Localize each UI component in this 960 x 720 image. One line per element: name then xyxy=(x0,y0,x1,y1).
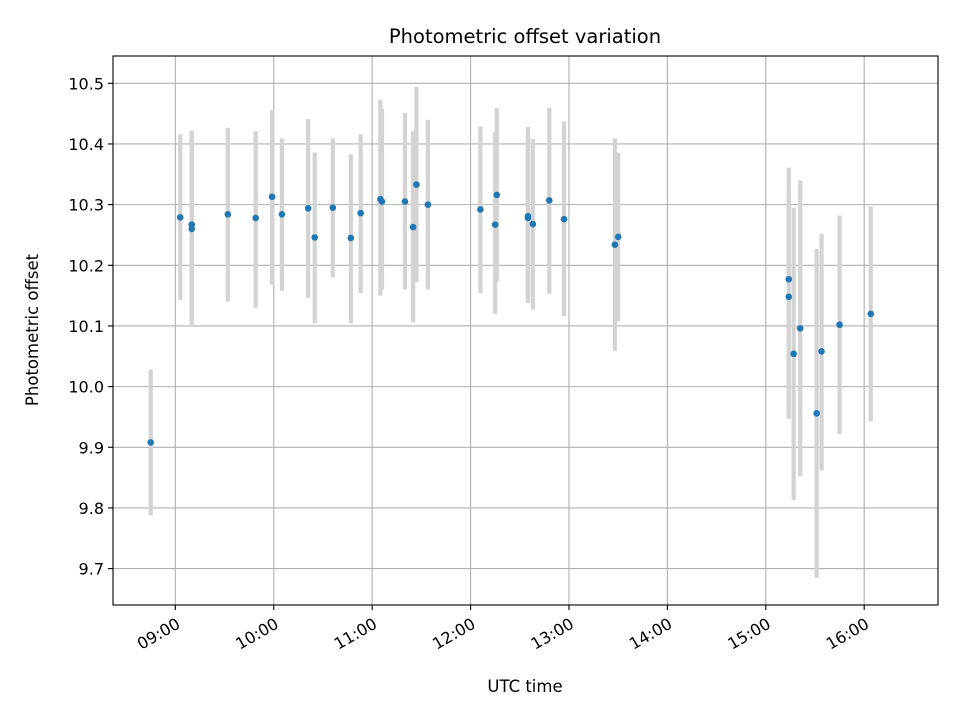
data-point xyxy=(329,204,337,211)
data-point xyxy=(790,350,797,358)
data-point xyxy=(491,221,499,228)
data-point xyxy=(252,214,259,222)
x-tick-label: 12:00 xyxy=(429,614,478,654)
data-point xyxy=(785,293,793,301)
data-points xyxy=(147,181,875,446)
data-point xyxy=(545,197,553,204)
data-point xyxy=(813,410,820,417)
data-point xyxy=(378,198,386,205)
y-axis-label: Photometric offset xyxy=(23,253,42,406)
data-point xyxy=(176,214,184,221)
data-point xyxy=(785,275,793,283)
x-tick-label: 16:00 xyxy=(823,614,872,654)
data-point xyxy=(147,439,155,446)
data-point xyxy=(311,234,319,241)
error-bars xyxy=(148,86,873,578)
data-point xyxy=(477,206,484,213)
data-point xyxy=(268,193,276,201)
y-tick-label: 9.7 xyxy=(79,560,104,579)
data-point xyxy=(409,223,417,231)
data-point xyxy=(560,215,568,223)
data-point xyxy=(401,198,409,205)
y-tick-label: 10.5 xyxy=(68,74,104,93)
grid xyxy=(113,56,938,605)
data-point xyxy=(424,201,432,208)
data-point xyxy=(188,225,196,233)
y-tick-label: 10.3 xyxy=(68,196,104,215)
x-tick-label: 14:00 xyxy=(626,614,675,654)
y-tick-label: 9.9 xyxy=(79,438,104,457)
data-point xyxy=(836,321,843,329)
data-point xyxy=(614,233,622,241)
data-point xyxy=(796,325,804,332)
data-point xyxy=(818,348,825,355)
x-axis-label: UTC time xyxy=(487,677,562,696)
data-point xyxy=(304,204,312,212)
data-point xyxy=(357,209,364,217)
y-tick-label: 10.0 xyxy=(68,378,104,397)
y-axis-ticks: 9.7 9.8 9.9 10.0 10.1 10.2 10.3 10.4 10.5 xyxy=(68,74,113,579)
plot-frame xyxy=(112,55,939,606)
x-axis-ticks: 09:00 10:00 11:00 12:00 13:00 14:00 15:00 16:00 xyxy=(134,605,872,654)
x-tick-label: 11:00 xyxy=(331,614,380,654)
y-tick-label: 10.1 xyxy=(68,317,104,336)
data-point xyxy=(347,234,355,242)
x-tick-label: 10:00 xyxy=(232,614,281,654)
x-tick-label: 13:00 xyxy=(528,614,577,654)
x-tick-label: 15:00 xyxy=(724,614,773,654)
chart-title: Photometric offset variation xyxy=(389,25,661,48)
data-point xyxy=(278,211,286,218)
y-tick-label: 10.2 xyxy=(68,256,104,275)
y-tick-label: 9.8 xyxy=(79,499,104,518)
data-point xyxy=(611,241,619,248)
data-point xyxy=(529,220,537,228)
y-tick-label: 10.4 xyxy=(68,135,104,154)
data-point xyxy=(867,310,875,318)
x-tick-label: 09:00 xyxy=(134,614,183,654)
data-point xyxy=(413,181,420,188)
data-point xyxy=(524,214,532,222)
data-point xyxy=(224,211,232,218)
data-point xyxy=(493,191,501,199)
